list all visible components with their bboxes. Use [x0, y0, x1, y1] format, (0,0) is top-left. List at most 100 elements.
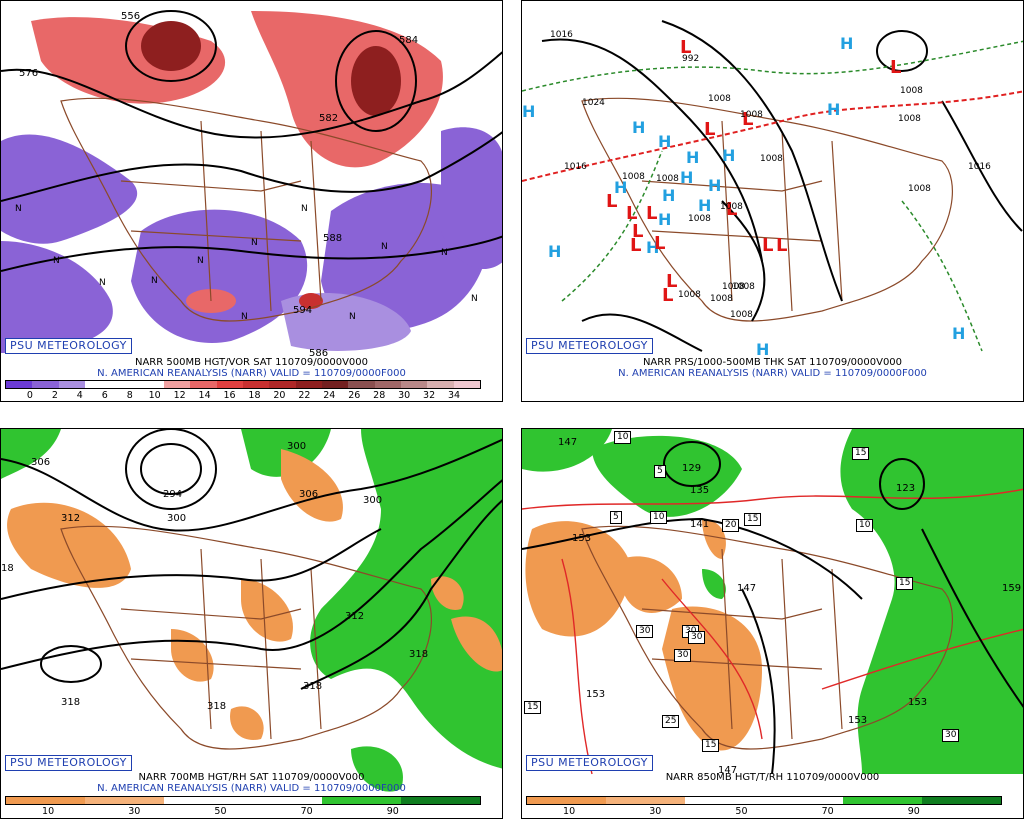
min-marker: N [151, 276, 158, 286]
min-marker: N [349, 312, 356, 322]
contour-label: 147 [718, 765, 737, 776]
min-markers: N N N N N N N N N N N N [15, 204, 478, 322]
moist-area [1, 429, 61, 479]
colorbar-tick: 50 [735, 806, 748, 817]
high-marker: H [686, 148, 699, 167]
contour-label: 576 [19, 68, 38, 79]
boxed-label: 30 [688, 631, 706, 644]
height-contours [1, 429, 502, 690]
colorbar-swatch [527, 797, 606, 804]
colorbar-swatch [685, 797, 764, 804]
boxed-label: 15 [744, 513, 762, 526]
caption-line1: NARR 700MB HGT/RH SAT 110709/0000V000 [138, 772, 365, 783]
colorbar-tick: 30 [128, 806, 141, 817]
psu-badge: PSU METEOROLOGY [526, 338, 653, 354]
temperature-contours [522, 488, 1023, 775]
pressure-map: H H H H H H H H H H H H H H H H H L L L … [522, 20, 1023, 359]
colorbar-tick: 30 [649, 806, 662, 817]
negative-vorticity-area [1, 134, 138, 244]
contour-label: 153 [908, 697, 927, 708]
colorbar-swatch [922, 797, 1001, 804]
colorbar-tick: 22 [298, 390, 311, 401]
low-marker: L [762, 235, 773, 256]
humidity-colorbar [5, 796, 481, 805]
caption-line2: N. AMERICAN REANALYSIS (NARR) VALID = 11… [618, 368, 927, 379]
dry-area [702, 519, 726, 559]
contour-label: 159 [1002, 583, 1021, 594]
contour-label: 318 [207, 701, 226, 712]
colorbar-tick: 28 [373, 390, 386, 401]
isobar-label: 1008 [656, 174, 679, 184]
vorticity-colorbar [5, 380, 481, 389]
contour-label: 129 [682, 463, 701, 474]
boxed-label: 15 [896, 577, 914, 590]
freezing-thickness-line [522, 90, 1023, 182]
high-marker: H [680, 168, 693, 187]
isobar-label: 1008 [708, 94, 731, 104]
low-marker: L [680, 37, 691, 58]
colorbar-swatch [137, 381, 164, 388]
isobar-label: 1008 [722, 282, 745, 292]
min-marker: N [99, 278, 106, 288]
high-marker: H [658, 132, 671, 151]
colorbar-tick: 10 [42, 806, 55, 817]
dry-area [230, 706, 264, 740]
colorbar-swatch [348, 381, 375, 388]
colorbar-swatch [6, 797, 85, 804]
low-marker: L [632, 221, 643, 242]
contour-label: 306 [31, 457, 50, 468]
isobar-label: 1008 [760, 154, 783, 164]
panel-500mb-vorticity: 576 582 588 586 556 584 594 N N N N N N … [0, 0, 503, 402]
high-marker: H [646, 238, 659, 257]
colorbar-swatch [163, 381, 191, 388]
low-marker: L [726, 199, 737, 220]
moist-area [702, 569, 726, 599]
colorbar-tick: 70 [300, 806, 313, 817]
caption-line2: N. AMERICAN REANALYSIS (NARR) VALID = 11… [97, 368, 406, 379]
low-marker: L [890, 57, 901, 78]
high-pressure-centers: H H H H H H H H H H H H H H H H H [522, 34, 965, 359]
boxed-label: 30 [674, 649, 692, 662]
min-marker: N [471, 294, 478, 304]
colorbar-tick: 50 [214, 806, 227, 817]
colorbar-swatch [111, 381, 138, 388]
min-marker: N [197, 256, 204, 266]
colorbar-swatch [453, 381, 480, 388]
caption-line1: NARR 850MB HGT/T/RH 110709/0000V000 [665, 772, 880, 783]
contour-labels: 576 582 588 586 556 584 594 [19, 11, 418, 359]
boxed-label: 30 [942, 729, 960, 742]
colorbar-swatch [374, 381, 401, 388]
colorbar-tick: 32 [423, 390, 436, 401]
low-marker: L [630, 235, 641, 256]
contour-label: 300 [287, 441, 306, 452]
boxed-label: 15 [524, 701, 542, 714]
moist-area [310, 429, 502, 769]
colorbar-tick: 6 [101, 390, 108, 401]
vorticity-colorbar-ticks: 0 2 4 6 8 10 12 14 16 18 20 22 24 26 28 30 32 34 [5, 390, 479, 401]
colorbar-tick: 4 [76, 390, 83, 401]
boxed-label: 10 [614, 431, 632, 444]
isobar-label: 1008 [730, 310, 753, 320]
colorbar-swatch [295, 381, 322, 388]
colorbar-tick: 2 [51, 390, 58, 401]
low-marker: L [646, 203, 657, 224]
isobar-label: 1008 [678, 290, 701, 300]
min-marker: N [251, 238, 258, 248]
moist-area [592, 435, 742, 517]
colorbar-tick: 14 [198, 390, 211, 401]
colorbar-tick: 24 [323, 390, 336, 401]
low-marker: L [666, 271, 677, 292]
boxed-label: 10 [856, 519, 874, 532]
map-outline [60, 525, 432, 750]
colorbar-swatch [843, 797, 922, 804]
map-outline [60, 97, 432, 322]
colorbar-swatch [427, 381, 454, 388]
moist-area [351, 746, 403, 792]
isobar-label: 1008 [900, 86, 923, 96]
dry-area [7, 502, 132, 588]
boxed-label: 5 [610, 511, 622, 524]
panel-700mb-humidity: 306 300 312 18 306 300 294 300 312 318 3… [0, 428, 503, 819]
contour-labels: 306 300 312 18 306 300 294 300 312 318 3… [1, 441, 428, 712]
contour-label: 135 [690, 485, 709, 496]
high-marker: H [662, 186, 675, 205]
